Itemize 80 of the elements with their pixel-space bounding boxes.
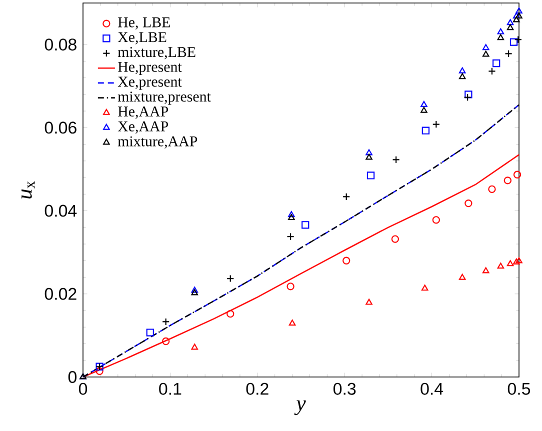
point — [497, 34, 504, 40]
point — [506, 260, 514, 266]
point — [458, 274, 466, 280]
point — [482, 267, 490, 274]
legend-label: Xe,AAP — [118, 121, 168, 134]
point — [432, 120, 440, 128]
point — [510, 38, 518, 46]
y-tick-label: 0.06 — [44, 122, 76, 134]
legend-label: mixture,AAP — [118, 136, 198, 149]
point — [288, 320, 296, 326]
point — [514, 36, 522, 44]
point — [482, 50, 490, 57]
point — [497, 28, 504, 34]
point — [458, 67, 466, 74]
point — [512, 12, 520, 18]
point — [302, 221, 310, 229]
point — [516, 7, 522, 14]
y-tick-label: 0.04 — [44, 204, 77, 217]
point — [191, 344, 198, 350]
x-tick-label: 0.5 — [508, 382, 530, 395]
point — [516, 12, 522, 18]
point — [342, 192, 350, 200]
point — [513, 170, 522, 178]
y-tick-label: 0.08 — [44, 38, 76, 51]
point — [286, 232, 294, 240]
x-tick-label: 0.3 — [333, 382, 356, 395]
y-tick-label: 0 — [68, 371, 77, 383]
point — [464, 90, 472, 98]
point — [488, 185, 496, 194]
legend-label: mixture,present — [118, 92, 211, 105]
y-axis-title: u$_{x}$ — [22, 181, 35, 198]
x-tick-label: 0 — [78, 382, 88, 395]
point — [420, 100, 428, 108]
point — [432, 216, 440, 224]
legend-label: Xe,LBE — [118, 32, 166, 44]
point — [512, 258, 520, 265]
legend-label: He, LBE — [118, 17, 170, 30]
point — [162, 337, 170, 346]
point — [366, 149, 372, 156]
legend-label: He,AAP — [118, 106, 168, 119]
point — [342, 256, 350, 264]
point — [504, 50, 512, 58]
point — [392, 156, 400, 164]
point — [506, 19, 514, 26]
point — [512, 16, 520, 22]
point — [504, 176, 512, 184]
point — [226, 310, 234, 318]
point — [191, 289, 198, 296]
point — [420, 106, 428, 113]
point — [366, 172, 375, 180]
point — [482, 44, 490, 50]
point — [458, 73, 466, 80]
point — [146, 328, 154, 336]
x-tick-label: 0.2 — [246, 382, 268, 395]
point — [464, 94, 472, 102]
point — [191, 286, 198, 293]
legend-label: Xe,present — [118, 76, 182, 90]
point — [288, 211, 295, 218]
point — [226, 274, 234, 282]
x-tick-label: 0.4 — [420, 382, 444, 395]
point — [506, 24, 514, 30]
point — [492, 59, 500, 68]
point — [464, 199, 472, 208]
point — [422, 126, 430, 134]
legend-label: mixture,LBE — [118, 47, 196, 60]
point — [421, 284, 428, 291]
point — [516, 257, 522, 264]
point — [286, 282, 294, 290]
point — [96, 367, 104, 376]
y-tick-label: 0.02 — [44, 288, 76, 300]
point — [391, 235, 400, 243]
point — [488, 67, 496, 75]
point — [366, 154, 372, 160]
point — [162, 318, 170, 326]
legend-label: He,present — [118, 62, 182, 75]
x-axis-title: y — [294, 400, 306, 416]
point — [497, 262, 504, 269]
x-tick-label: 0.1 — [159, 382, 182, 395]
point — [288, 214, 295, 220]
point — [366, 298, 372, 305]
